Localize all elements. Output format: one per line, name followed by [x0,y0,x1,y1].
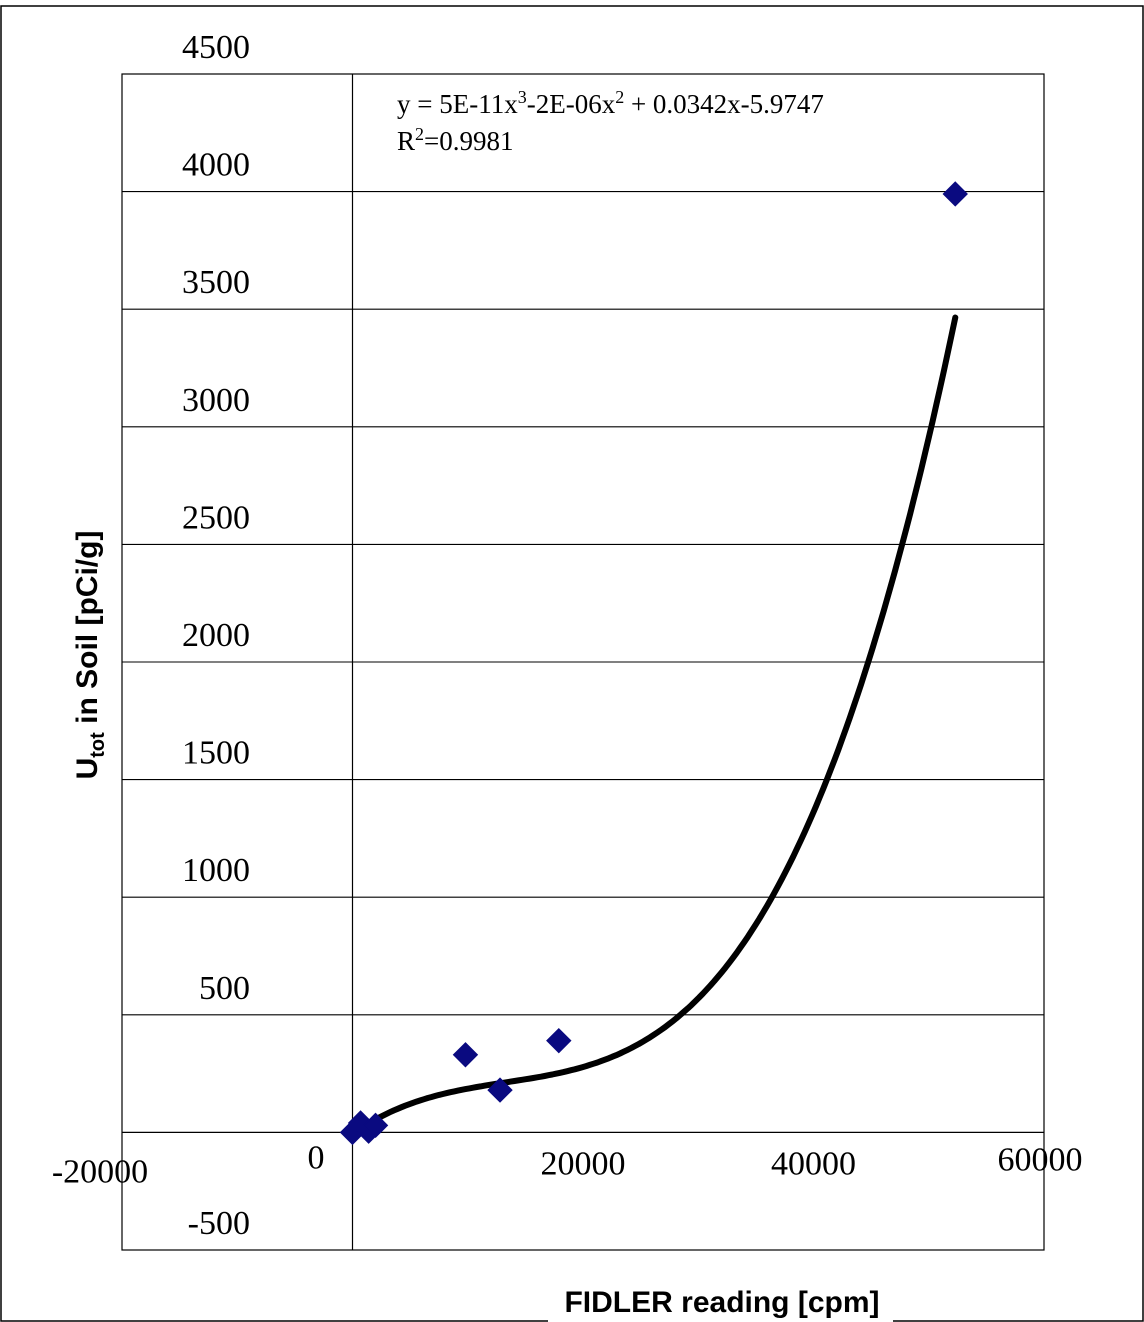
x-tick-label: 40000 [771,1145,856,1182]
y-tick-labels: -500 500 1000 1500 2000 2500 3000 3500 4000 4500 [182,29,250,1242]
data-point [546,1027,572,1054]
data-point [487,1077,513,1103]
y-tick-label: 1000 [182,852,250,889]
x-tick-label: 20000 [541,1145,626,1182]
y-tick-label: 4000 [182,147,250,184]
y-tick-label: 3000 [182,382,250,419]
trendline-equation: y = 5E-11x3-2E-06x2 + 0.0342x-5.9747 [397,87,824,119]
gridlines [122,73,1044,1251]
trendline [349,314,959,1137]
data-point [942,181,968,207]
x-axis-title: FIDLER reading [cpm] [564,1286,879,1319]
data-point [452,1042,479,1068]
y-tick-label: -500 [188,1205,250,1242]
y-tick-label: 4500 [182,29,250,66]
x-tick-labels: -20000 0 20000 40000 60000 [52,1139,1083,1190]
y-tick-label: 2500 [182,499,250,536]
figure-border [0,5,1144,1322]
x-tick-label: 0 [308,1139,325,1176]
r-squared-label: R2=0.9981 [397,124,514,156]
y-tick-label: 500 [199,970,250,1007]
y-axis-title: Utot in Soil [pCi/g] [71,531,109,780]
x-tick-label: 60000 [998,1141,1083,1178]
x-tick-label: -20000 [52,1153,148,1190]
data-points [339,181,968,1146]
y-tick-label: 1500 [182,735,250,772]
y-tick-label: 3500 [182,264,250,301]
y-tick-label: 2000 [182,617,250,654]
data-point [362,1112,389,1139]
